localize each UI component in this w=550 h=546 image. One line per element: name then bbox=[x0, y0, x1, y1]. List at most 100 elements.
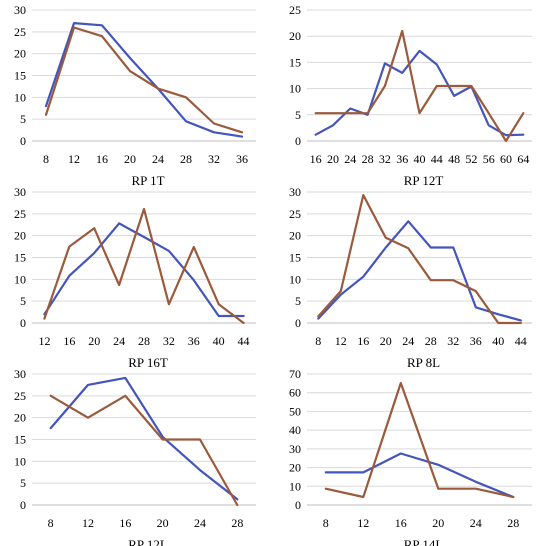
x-tick-label: 12 bbox=[68, 152, 80, 166]
series-line-2 bbox=[49, 394, 239, 507]
y-tick-label: 5 bbox=[295, 294, 301, 308]
y-tick-label: 5 bbox=[20, 476, 26, 490]
y-tick-label: 10 bbox=[14, 90, 26, 104]
x-tick-label: 20 bbox=[327, 152, 339, 166]
x-tick-label: 12 bbox=[335, 334, 347, 348]
x-tick-label: 44 bbox=[238, 334, 250, 348]
chart-title: RP 12T bbox=[404, 173, 444, 188]
x-tick-label: 16 bbox=[119, 516, 131, 530]
x-tick-label: 24 bbox=[470, 516, 482, 530]
x-tick-label: 20 bbox=[124, 152, 136, 166]
x-tick-label: 28 bbox=[507, 516, 519, 530]
x-tick-label: 16 bbox=[63, 334, 75, 348]
x-tick-label: 20 bbox=[432, 516, 444, 530]
x-tick-label: 8 bbox=[43, 152, 49, 166]
y-tick-label: 20 bbox=[289, 461, 301, 475]
y-tick-label: 10 bbox=[14, 272, 26, 286]
y-tick-label: 40 bbox=[289, 423, 301, 437]
y-tick-label: 15 bbox=[289, 251, 301, 265]
y-tick-label: 0 bbox=[295, 134, 301, 148]
x-tick-label: 24 bbox=[402, 334, 414, 348]
y-tick-label: 15 bbox=[14, 69, 26, 83]
x-tick-label: 32 bbox=[379, 152, 391, 166]
x-tick-label: 44 bbox=[431, 152, 443, 166]
x-tick-label: 16 bbox=[357, 334, 369, 348]
series-line-1 bbox=[314, 49, 525, 137]
x-tick-label: 48 bbox=[448, 152, 460, 166]
y-tick-label: 15 bbox=[14, 251, 26, 265]
x-tick-label: 8 bbox=[315, 334, 321, 348]
x-tick-label: 24 bbox=[194, 516, 206, 530]
y-tick-label: 5 bbox=[20, 294, 26, 308]
x-tick-label: 40 bbox=[414, 152, 426, 166]
x-tick-label: 32 bbox=[447, 334, 459, 348]
series-line-1 bbox=[44, 22, 244, 138]
x-tick-label: 60 bbox=[500, 152, 512, 166]
series-line-1 bbox=[317, 220, 522, 322]
y-tick-label: 30 bbox=[14, 3, 26, 17]
y-tick-label: 50 bbox=[289, 404, 301, 418]
x-tick-label: 32 bbox=[163, 334, 175, 348]
chart-title: RP 1T bbox=[131, 173, 164, 188]
y-tick-label: 60 bbox=[289, 386, 301, 400]
y-tick-label: 0 bbox=[20, 316, 26, 330]
y-tick-label: 5 bbox=[295, 108, 301, 122]
x-tick-label: 20 bbox=[88, 334, 100, 348]
y-tick-label: 30 bbox=[289, 185, 301, 199]
y-tick-label: 10 bbox=[289, 272, 301, 286]
y-tick-label: 0 bbox=[20, 498, 26, 512]
y-tick-label: 20 bbox=[289, 229, 301, 243]
y-tick-label: 15 bbox=[14, 433, 26, 447]
chart-panel-3: 0 5 10 15 20 25 30 12 16 20 24 28 32 36 40 44 RP 16T bbox=[14, 185, 256, 370]
x-tick-label: 20 bbox=[380, 334, 392, 348]
x-tick-label: 16 bbox=[395, 516, 407, 530]
y-tick-label: 25 bbox=[289, 207, 301, 221]
x-tick-label: 24 bbox=[344, 152, 356, 166]
y-tick-label: 25 bbox=[289, 3, 301, 17]
y-tick-label: 0 bbox=[20, 134, 26, 148]
x-tick-label: 36 bbox=[396, 152, 408, 166]
x-tick-label: 36 bbox=[470, 334, 482, 348]
y-tick-label: 20 bbox=[14, 411, 26, 425]
x-tick-label: 40 bbox=[492, 334, 504, 348]
series-line-1 bbox=[43, 222, 245, 318]
series-line-2 bbox=[317, 194, 522, 325]
y-tick-label: 30 bbox=[14, 185, 26, 199]
y-tick-label: 0 bbox=[295, 498, 301, 512]
y-tick-label: 25 bbox=[14, 25, 26, 39]
x-tick-label: 12 bbox=[38, 334, 50, 348]
x-tick-label: 16 bbox=[96, 152, 108, 166]
x-tick-label: 16 bbox=[310, 152, 322, 166]
y-tick-label: 70 bbox=[289, 367, 301, 381]
x-tick-label: 28 bbox=[231, 516, 243, 530]
chart-panel-5: 0 5 10 15 20 25 30 8 12 16 20 24 28 RP 12L bbox=[14, 367, 256, 546]
chart-panel-6: 0 10 20 30 40 50 60 70 8 12 16 20 24 28 RP 14L bbox=[289, 367, 532, 546]
x-tick-label: 28 bbox=[362, 152, 374, 166]
chart-title: RP 8L bbox=[407, 355, 440, 370]
x-tick-label: 8 bbox=[323, 516, 329, 530]
y-tick-label: 20 bbox=[289, 29, 301, 43]
chart-title: RP 14L bbox=[404, 537, 444, 546]
x-tick-label: 28 bbox=[180, 152, 192, 166]
x-tick-label: 36 bbox=[188, 334, 200, 348]
y-tick-label: 30 bbox=[14, 367, 26, 381]
y-tick-label: 20 bbox=[14, 229, 26, 243]
y-tick-label: 20 bbox=[14, 47, 26, 61]
x-tick-label: 24 bbox=[152, 152, 164, 166]
x-tick-label: 28 bbox=[138, 334, 150, 348]
y-tick-label: 10 bbox=[14, 454, 26, 468]
series-line-2 bbox=[314, 29, 525, 143]
y-tick-label: 0 bbox=[295, 316, 301, 330]
chart-title: RP 16T bbox=[128, 355, 168, 370]
x-tick-label: 36 bbox=[236, 152, 248, 166]
x-tick-label: 44 bbox=[515, 334, 527, 348]
chart-title: RP 12L bbox=[128, 537, 168, 546]
series-line-2 bbox=[43, 207, 245, 325]
y-tick-label: 10 bbox=[289, 479, 301, 493]
x-tick-label: 40 bbox=[213, 334, 225, 348]
series-line-1 bbox=[324, 452, 515, 499]
y-tick-label: 10 bbox=[289, 82, 301, 96]
y-tick-label: 25 bbox=[14, 389, 26, 403]
x-tick-label: 28 bbox=[425, 334, 437, 348]
